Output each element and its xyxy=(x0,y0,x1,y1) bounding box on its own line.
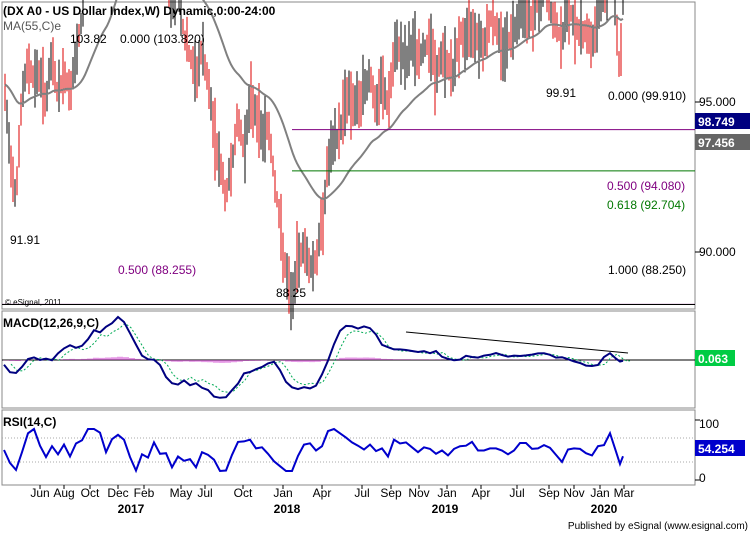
annotation-low-2: 88.25 xyxy=(276,286,306,300)
last-price-value: 98.749 xyxy=(698,115,735,129)
x-tick-label: Jun xyxy=(30,486,49,500)
rsi-tick-label: 0 xyxy=(699,471,706,485)
macd-histogram xyxy=(3,356,628,363)
x-tick-label: Sep xyxy=(538,486,560,500)
rsi-value: 54.254 xyxy=(698,442,735,456)
x-tick-label: Apr xyxy=(313,486,332,500)
fib-label: 0.500 (88.255) xyxy=(118,263,196,277)
annotation-high-2: 99.91 xyxy=(546,86,576,100)
macd-line xyxy=(3,315,624,399)
annotation-low: 91.91 xyxy=(10,233,40,247)
price-panel xyxy=(1,1,696,310)
publisher-credit: Published by eSignal (www.esignal.com) xyxy=(568,521,748,532)
x-tick-label: Sep xyxy=(380,486,402,500)
macd-value: 0.063 xyxy=(698,352,728,366)
x-tick-label: Aug xyxy=(53,486,74,500)
x-year-label: 2019 xyxy=(432,502,459,516)
x-tick-label: Dec xyxy=(107,486,128,500)
x-year-label: 2018 xyxy=(274,502,301,516)
macd-signal-line xyxy=(10,322,631,393)
fib-label: 0.000 (103.820) xyxy=(120,32,205,46)
x-tick-label: Jan xyxy=(437,486,456,500)
annotation-high: 103.82 xyxy=(70,32,107,46)
x-year-label: 2017 xyxy=(118,502,145,516)
price-tick-label: 95.000 xyxy=(699,95,736,109)
last-price-box xyxy=(695,113,750,129)
fib-label: 0.500 (94.080) xyxy=(607,179,685,193)
rsi-line xyxy=(3,427,624,474)
fib-label: 0.618 (92.704) xyxy=(607,198,685,212)
macd-trendline xyxy=(405,331,629,354)
x-tick-label: Nov xyxy=(408,486,429,500)
ma-legend: MA(55,C)e xyxy=(3,19,61,33)
ma-line xyxy=(4,0,624,200)
macd-title: MACD(12,26,9,C) xyxy=(3,316,99,330)
x-tick-label: Jan xyxy=(590,486,609,500)
x-tick-label: Oct xyxy=(81,486,100,500)
rsi-tick-label: 100 xyxy=(699,417,719,431)
x-tick-label: Apr xyxy=(472,486,491,500)
macd-value-box xyxy=(695,350,735,366)
x-tick-label: Nov xyxy=(563,486,584,500)
rsi-panel xyxy=(1,409,696,486)
fib-label: 1.000 (88.250) xyxy=(608,263,686,277)
chart-title: (DX A0 - US Dollar Index,W) Dynamic,0:00… xyxy=(3,4,276,18)
rsi-title: RSI(14,C) xyxy=(3,415,56,429)
x-tick-label: Feb xyxy=(134,486,155,500)
x-tick-label: Jul xyxy=(354,486,369,500)
rsi-value-box xyxy=(695,440,745,456)
x-tick-label: May xyxy=(170,486,193,500)
price-bars xyxy=(4,0,624,331)
x-tick-label: Jul xyxy=(197,486,212,500)
ma-value-box xyxy=(695,134,750,150)
x-tick-label: Mar xyxy=(614,486,635,500)
x-tick-label: Jul xyxy=(509,486,524,500)
price-tick-label: 90.000 xyxy=(699,245,736,259)
x-tick-label: Jan xyxy=(273,486,292,500)
fib-label: 0.000 (99.910) xyxy=(608,89,686,103)
copyright: © eSignal, 2011 xyxy=(5,298,62,307)
ma-value: 97.456 xyxy=(698,136,735,150)
x-year-label: 2020 xyxy=(591,502,618,516)
x-tick-label: Oct xyxy=(234,486,253,500)
